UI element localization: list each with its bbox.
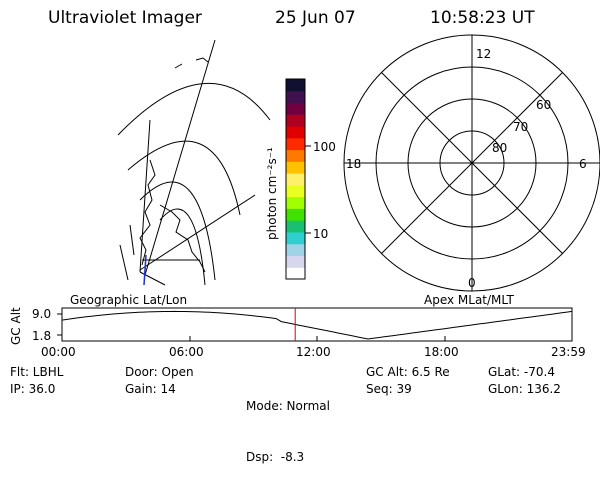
- colorbar-cell: [286, 102, 305, 115]
- colorbar-cell: [286, 243, 305, 256]
- colorbar-cell: [286, 208, 305, 221]
- timeline-plot: [57, 307, 573, 342]
- colorbar-cell: [286, 255, 305, 268]
- colorbar-tick-100: 100: [313, 140, 336, 154]
- mlt-label-0: 0: [468, 276, 476, 290]
- timeline-xlabel-1: 06:00: [169, 345, 204, 359]
- timeline-xlabel-3: 18:00: [424, 345, 459, 359]
- colorbar-cell: [286, 114, 305, 127]
- info-ip: IP: 36.0: [10, 382, 56, 396]
- timeline-ytick-top: 9.0: [32, 307, 52, 321]
- colorbar-cell: [286, 79, 305, 92]
- info-gc-alt: GC Alt: 6.5 Re: [366, 365, 450, 379]
- instrument-title: Ultraviolet Imager: [48, 8, 202, 28]
- geographic-map: [117, 39, 271, 286]
- info-door: Door: Open: [125, 365, 194, 379]
- info-glon: GLon: 136.2: [488, 382, 561, 396]
- colorbar-cell: [286, 90, 305, 104]
- observation-time: 10:58:23 UT: [430, 8, 535, 28]
- colorbar-cell: [286, 137, 305, 151]
- colorbar-cell: [286, 220, 305, 233]
- info-col-5: GLat: -70.4 GLon: 136.2: [488, 364, 561, 398]
- info-gain: Gain: 14: [125, 382, 176, 396]
- colorbar-tick-10: 10: [313, 227, 329, 241]
- colorbar-cell: [286, 126, 305, 139]
- info-glat: GLat: -70.4: [488, 365, 555, 379]
- info-col-2: Door: Open Gain: 14: [125, 364, 194, 398]
- observation-date: 25 Jun 07: [275, 8, 356, 28]
- timeline-xlabel-2: 12:00: [296, 345, 331, 359]
- colorbar-cell: [286, 173, 305, 186]
- colorbar-cell: [286, 231, 305, 245]
- timeline-ytick-bottom: 1.8: [32, 329, 52, 343]
- polar-panel-label: Apex MLat/MLT: [424, 293, 514, 307]
- info-flt: Flt: LBHL: [10, 365, 64, 379]
- lat-label-80: 80: [492, 141, 508, 155]
- geographic-panel-label: Geographic Lat/Lon: [70, 293, 188, 307]
- timeline-xlabel-4: 23:59: [551, 345, 586, 359]
- timeline-xlabel-0: 00:00: [41, 345, 76, 359]
- colorbar-cell: [286, 267, 305, 280]
- info-col-3: Mode: Normal Dsp: -8.3: [246, 364, 330, 483]
- info-mode: Mode: Normal: [246, 399, 330, 413]
- info-dsp: Dsp: -8.3: [246, 450, 305, 464]
- colorbar-cell: [286, 184, 305, 198]
- mlt-label-18: 18: [346, 157, 362, 171]
- colorbar-unit-label: photon cm⁻²s⁻¹: [265, 147, 279, 240]
- info-col-4: GC Alt: 6.5 Re Seq: 39: [366, 364, 450, 398]
- lat-label-70: 70: [513, 120, 529, 134]
- lat-label-60: 60: [536, 98, 552, 112]
- timeline-ylabel: GC Alt: [9, 307, 23, 345]
- colorbar-cell: [286, 161, 305, 174]
- mlt-label-12: 12: [476, 47, 492, 61]
- colorbar-cell: [286, 149, 305, 162]
- polar-plot: [343, 34, 600, 292]
- mlt-label-6: 6: [579, 157, 587, 171]
- info-col-1: Flt: LBHL IP: 36.0: [10, 364, 63, 398]
- colorbar: [285, 78, 311, 280]
- info-seq: Seq: 39: [366, 382, 412, 396]
- main-graphics: [57, 34, 600, 342]
- colorbar-cell: [286, 196, 305, 209]
